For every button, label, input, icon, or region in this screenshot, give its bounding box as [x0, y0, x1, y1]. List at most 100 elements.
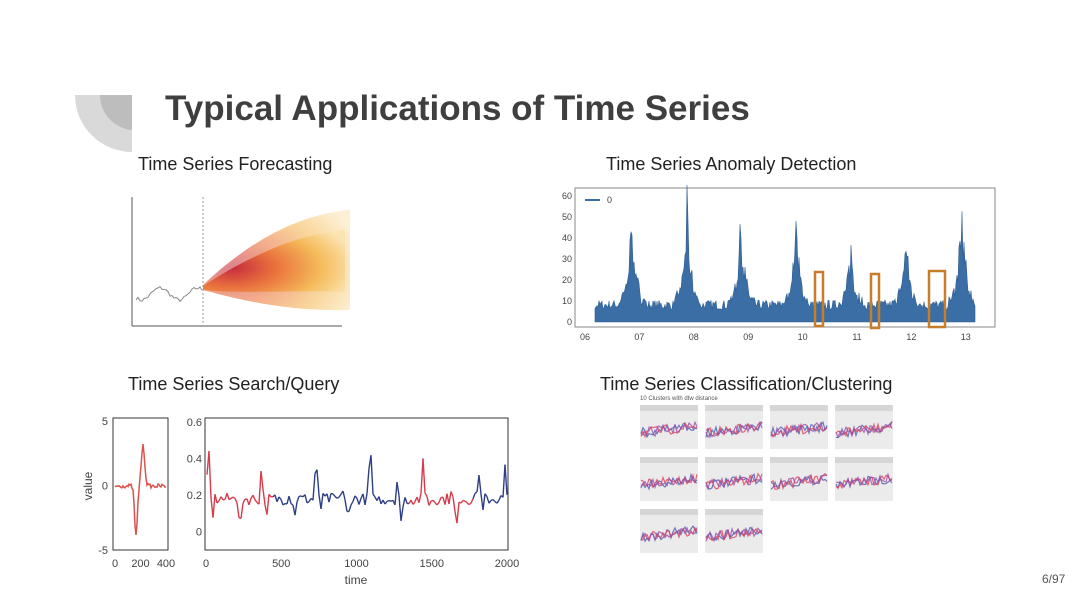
- search-segment: [328, 493, 332, 503]
- search-segment: [274, 494, 278, 502]
- search-segment: [276, 496, 280, 502]
- search-segment: [220, 496, 224, 501]
- tick-label: 08: [689, 332, 699, 342]
- search-segment: [466, 502, 470, 506]
- search-segment: [306, 501, 310, 504]
- search-segment: [232, 496, 236, 499]
- search-segment: [242, 498, 246, 504]
- search-segment: [234, 498, 238, 504]
- search-segment: [280, 499, 284, 506]
- search-segment: [294, 501, 298, 516]
- search-segment: [338, 493, 342, 498]
- anomaly-box: [927, 269, 947, 329]
- search-segment: [216, 500, 220, 504]
- search-segment: [248, 498, 252, 506]
- chart-frame: [204, 417, 509, 551]
- search-segment: [352, 495, 356, 502]
- search-segment: [378, 496, 382, 505]
- anomaly-box: [869, 272, 881, 330]
- search-segment: [474, 491, 478, 494]
- cluster-strip: [705, 509, 763, 515]
- tick-label: 13: [961, 332, 971, 342]
- search-segment: [428, 500, 432, 506]
- search-segment: [422, 458, 426, 493]
- search-segment: [230, 496, 234, 499]
- search-segment: [252, 494, 256, 501]
- tick-label: 400: [157, 558, 175, 570]
- cluster-strip: [705, 457, 763, 463]
- search-segment: [388, 499, 392, 502]
- search-segment: [316, 469, 320, 495]
- search-segment: [432, 499, 436, 504]
- cluster-line: [640, 475, 698, 490]
- search-segment: [426, 496, 430, 506]
- search-segment: [358, 498, 362, 505]
- search-segment: [288, 495, 292, 504]
- search-segment: [482, 493, 486, 510]
- search-segment: [438, 497, 442, 503]
- cluster-line: [705, 525, 763, 543]
- search-segment: [348, 504, 352, 512]
- search-segment: [320, 493, 324, 509]
- tick-label: 09: [743, 332, 753, 342]
- search-segment: [424, 492, 428, 497]
- search-segment: [396, 482, 400, 496]
- search-segment: [468, 502, 472, 506]
- search-segment: [240, 503, 244, 519]
- search-segment: [236, 502, 240, 518]
- tick-label: 12: [906, 332, 916, 342]
- tick-label: 0.6: [187, 417, 202, 429]
- tick-label: 500: [272, 558, 290, 570]
- axis-label: value: [81, 471, 95, 500]
- cluster-line: [705, 420, 763, 439]
- tick-label: 0: [102, 481, 108, 493]
- cluster-panel: [705, 405, 763, 449]
- search-segment: [452, 496, 456, 512]
- tick-label: 10: [798, 332, 808, 342]
- tick-label: 0: [203, 558, 209, 570]
- search-segment: [214, 494, 218, 504]
- axis-label: time: [345, 573, 368, 587]
- search-segment: [254, 499, 258, 503]
- search-segment: [404, 497, 408, 504]
- forecast-chart: [131, 197, 350, 327]
- anomaly-series: [594, 185, 976, 323]
- cluster-line: [640, 526, 698, 543]
- panel-title: Time Series Classification/Clustering: [600, 374, 892, 394]
- search-segment: [258, 471, 262, 505]
- chart-frame: [574, 187, 996, 328]
- tick-label: 40: [562, 233, 572, 243]
- search-segment: [504, 464, 508, 495]
- chart-subtitle: 10 Clusters with dtw distance: [640, 396, 718, 402]
- cluster-strip: [770, 405, 828, 411]
- tick-label: 07: [634, 332, 644, 342]
- tick-label: 11: [852, 332, 861, 342]
- anomaly-box: [813, 270, 825, 328]
- cluster-line: [640, 420, 698, 438]
- search-segment: [464, 500, 468, 504]
- query-series: [114, 443, 167, 535]
- search-segment: [222, 498, 226, 501]
- search-segment: [304, 494, 308, 504]
- tick-label: 20: [562, 275, 572, 285]
- search-segment: [478, 475, 482, 495]
- search-segment: [342, 490, 346, 500]
- tick-label: 50: [562, 212, 572, 222]
- search-segment: [448, 491, 452, 505]
- cluster-strip: [640, 457, 698, 463]
- cluster-line: [835, 422, 893, 439]
- search-segment: [266, 494, 270, 515]
- tick-label: 0: [112, 558, 118, 570]
- search-segment: [490, 498, 494, 502]
- search-segment: [418, 493, 422, 503]
- search-segment: [262, 489, 266, 505]
- panel-title: Time Series Anomaly Detection: [606, 154, 856, 174]
- search-segment: [496, 499, 500, 504]
- cluster-line: [770, 420, 828, 438]
- tick-label: 0: [567, 317, 572, 327]
- search-segment: [336, 496, 340, 499]
- search-segment: [226, 492, 230, 500]
- slide-title: Typical Applications of Time Series: [165, 89, 750, 128]
- search-segment: [484, 493, 488, 498]
- cluster-strip: [835, 457, 893, 463]
